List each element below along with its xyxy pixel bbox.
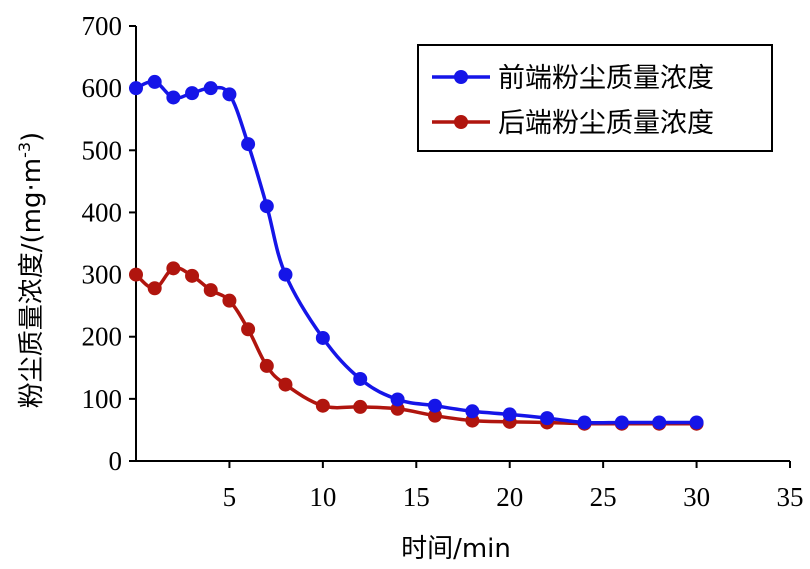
y-tick-label: 500 xyxy=(82,135,123,165)
data-point xyxy=(614,415,629,430)
legend-label: 后端粉尘质量浓度 xyxy=(498,108,714,139)
data-point xyxy=(259,199,274,214)
data-point xyxy=(185,86,200,101)
x-tick-label: 25 xyxy=(590,482,617,512)
data-point xyxy=(465,404,480,419)
series-line xyxy=(134,266,697,426)
x-axis-ticks: 5 10 15 20 25 30 35 xyxy=(223,461,804,512)
y-axis-title-superscript: -3 xyxy=(15,142,34,158)
series-front xyxy=(129,74,704,430)
data-point xyxy=(241,322,256,337)
y-tick-label: 300 xyxy=(82,260,123,290)
data-point xyxy=(222,87,237,102)
legend-label: 前端粉尘质量浓度 xyxy=(498,63,714,94)
y-tick-label: 100 xyxy=(82,384,123,414)
data-point xyxy=(427,408,442,423)
data-point xyxy=(278,267,293,282)
data-point xyxy=(390,392,405,407)
data-point xyxy=(689,415,704,430)
y-tick-label: 400 xyxy=(82,197,123,227)
data-point xyxy=(185,268,200,283)
x-tick-label: 15 xyxy=(403,482,430,512)
data-point xyxy=(129,267,143,282)
legend-marker xyxy=(454,115,468,129)
data-point xyxy=(278,377,293,392)
y-tick-label: 700 xyxy=(82,11,123,41)
series-layer xyxy=(129,74,704,431)
y-axis-title: 粉尘质量浓度/(mg·m-3) xyxy=(15,132,47,408)
legend-item: 前端粉尘质量浓度 xyxy=(432,63,714,94)
data-point xyxy=(502,407,517,422)
data-point xyxy=(147,74,162,89)
y-tick-label: 600 xyxy=(82,73,123,103)
data-point xyxy=(540,411,555,426)
data-point xyxy=(166,261,181,276)
data-point xyxy=(353,371,368,386)
data-point xyxy=(129,81,143,96)
data-point xyxy=(259,358,274,373)
data-point xyxy=(427,398,442,413)
data-point xyxy=(315,398,330,413)
y-tick-label: 0 xyxy=(109,446,123,476)
x-tick-label: 30 xyxy=(683,482,710,512)
x-axis-title: 时间/min xyxy=(401,534,511,564)
y-axis-ticks: 0 100 200 300 400 500 600 700 xyxy=(82,11,136,476)
y-axis-title-tail: ) xyxy=(17,132,47,142)
legend-marker xyxy=(454,70,468,84)
y-axis-title-main: 粉尘质量浓度/(mg·m xyxy=(17,158,47,408)
data-point xyxy=(147,281,162,296)
x-tick-label: 20 xyxy=(496,482,523,512)
data-point xyxy=(353,399,368,414)
data-point xyxy=(203,283,218,298)
x-tick-label: 10 xyxy=(309,482,336,512)
series-rear xyxy=(129,261,704,431)
legend-item: 后端粉尘质量浓度 xyxy=(432,108,714,139)
x-tick-label: 5 xyxy=(223,482,237,512)
data-point xyxy=(241,137,256,152)
x-tick-label: 35 xyxy=(777,482,804,512)
data-point xyxy=(166,90,181,105)
data-point xyxy=(577,415,592,430)
y-tick-label: 200 xyxy=(82,322,123,352)
data-point xyxy=(203,81,218,96)
data-point xyxy=(315,330,330,345)
legend-box xyxy=(417,44,773,152)
data-point xyxy=(222,293,237,308)
data-point xyxy=(652,415,667,430)
